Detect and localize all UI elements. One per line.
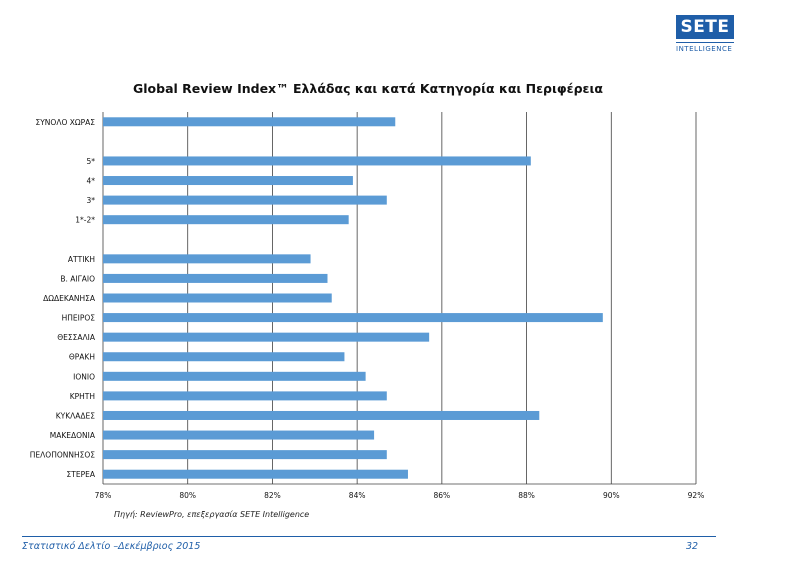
footer-divider xyxy=(22,536,716,537)
bar xyxy=(103,117,396,127)
bar xyxy=(103,176,353,186)
chart-title: Global Review Index™ Ελλάδας και κατά Κα… xyxy=(133,81,603,96)
category-label: 5* xyxy=(86,157,95,166)
bar xyxy=(103,195,387,205)
bar xyxy=(103,254,311,264)
category-label: 4* xyxy=(86,177,95,186)
category-label: ΚΥΚΛΑΔΕΣ xyxy=(56,411,96,420)
bar xyxy=(103,156,531,166)
sete-logo: SETE INTELLIGENCE xyxy=(676,15,734,53)
category-label: ΘΕΣΣΑΛΙΑ xyxy=(57,333,96,342)
logo-subtitle: INTELLIGENCE xyxy=(676,45,733,53)
bar xyxy=(103,469,408,479)
bar xyxy=(103,313,603,323)
bar xyxy=(103,332,430,342)
x-tick-label: 88% xyxy=(518,491,535,500)
x-tick-label: 80% xyxy=(179,491,196,500)
x-tick-label: 86% xyxy=(434,491,451,500)
category-label: ΣΤΕΡΕΑ xyxy=(67,470,96,479)
tick-label-layer: 78% 80% 82% 84% 86% 88% 90% 92% xyxy=(95,491,705,500)
x-tick-label: 84% xyxy=(349,491,366,500)
category-label: ΜΑΚΕΔΟΝΙΑ xyxy=(50,431,96,440)
bar xyxy=(103,371,366,381)
category-label: ΠΕΛΟΠΟΝΝΗΣΟΣ xyxy=(30,451,95,460)
category-label: ΔΩΔΕΚΑΝΗΣΑ xyxy=(43,294,96,303)
bar xyxy=(103,410,540,420)
category-label-layer: ΣΥΝΟΛΟ ΧΩΡΑΣ 5* 4* 3* 1*-2* ΑΤΤΙΚΗ Β. ΑΙΓΑΙΟ ΔΩ… xyxy=(30,118,96,479)
category-label: ΑΤΤΙΚΗ xyxy=(68,255,95,264)
x-tick-label: 82% xyxy=(264,491,281,500)
category-label: ΣΥΝΟΛΟ ΧΩΡΑΣ xyxy=(35,118,95,127)
bar xyxy=(103,352,345,362)
bar xyxy=(103,450,387,460)
x-tick-label: 90% xyxy=(603,491,620,500)
logo-divider xyxy=(676,42,734,43)
category-label: ΘΡΑΚΗ xyxy=(69,353,95,362)
category-label: ΚΡΗΤΗ xyxy=(70,392,95,401)
source-note: Πηγή: ReviewPro, επεξεργασία SETE Intell… xyxy=(114,510,309,519)
grid-layer xyxy=(102,112,697,485)
bar xyxy=(103,430,375,440)
x-tick-label: 92% xyxy=(688,491,705,500)
bar xyxy=(103,215,349,225)
bar xyxy=(103,391,387,401)
bar xyxy=(103,293,332,303)
x-tick-label: 78% xyxy=(95,491,112,500)
chart: Global Review Index™ Ελλάδας και κατά Κα… xyxy=(30,81,705,519)
category-label: ΗΠΕΙΡΟΣ xyxy=(62,314,96,323)
bar xyxy=(103,273,328,283)
logo-brand: SETE xyxy=(676,15,734,39)
page-number: 32 xyxy=(686,541,699,552)
bar-layer xyxy=(103,117,603,479)
category-label: 3* xyxy=(86,196,95,205)
category-label: Β. ΑΙΓΑΙΟ xyxy=(60,274,95,283)
category-label: 1*-2* xyxy=(75,216,95,225)
footer-title: Στατιστικό Δελτίο –Δεκέμβριος 2015 xyxy=(22,541,201,552)
category-label: ΙΟΝΙΟ xyxy=(73,372,95,381)
